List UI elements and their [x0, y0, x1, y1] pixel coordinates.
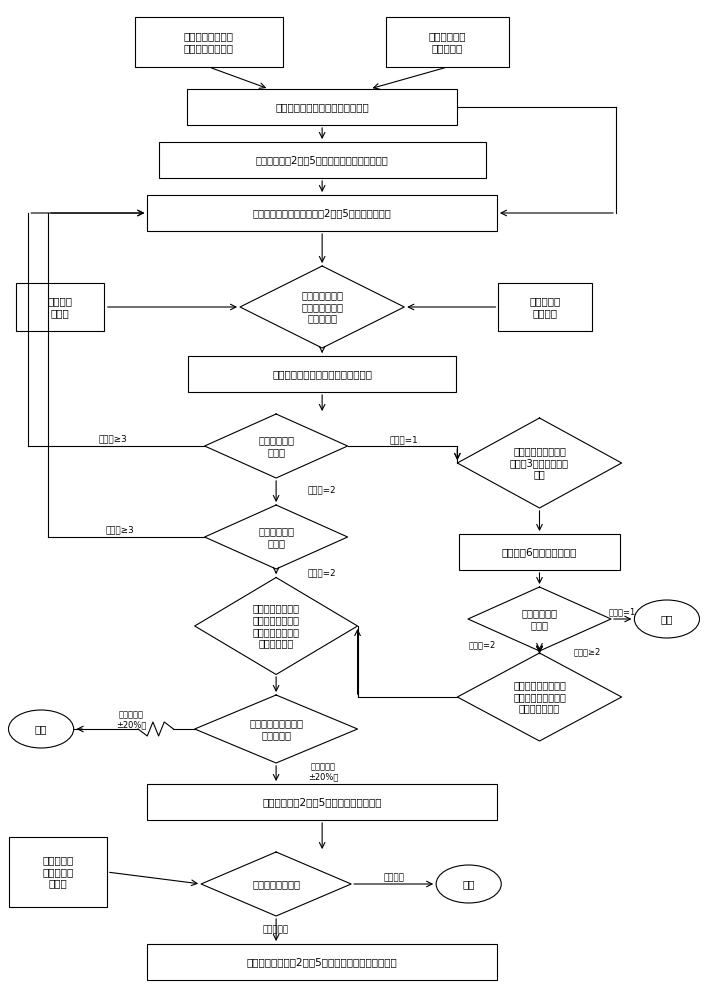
Text: 公路卡口记录长途
客运车辆通行信息: 公路卡口记录长途 客运车辆通行信息 — [184, 31, 234, 53]
Text: 分别根据通行记录
和网络分析路径求
解计算两卡口监控
点之间的距离: 分别根据通行记录 和网络分析路径求 解计算两卡口监控 点之间的距离 — [253, 604, 299, 648]
Bar — [147, 195, 497, 231]
Text: 空间叠加相交分
析获取在高速公
路上的卡口: 空间叠加相交分 析获取在高速公 路上的卡口 — [301, 290, 343, 324]
Ellipse shape — [436, 865, 501, 903]
Text: 路网地理
数据库: 路网地理 数据库 — [47, 296, 73, 318]
Text: 公路卡口地
理信息库: 公路卡口地 理信息库 — [530, 296, 561, 318]
Text: 卡口数=2: 卡口数=2 — [308, 486, 336, 494]
Text: 比对命中: 比对命中 — [383, 874, 404, 882]
Text: 误差范围在
±20%内: 误差范围在 ±20%内 — [308, 762, 338, 782]
Text: 统计车辆通行
卡口数: 统计车辆通行 卡口数 — [258, 435, 294, 457]
Text: 全国接驳运
输试点车辆
信息库: 全国接驳运 输试点车辆 信息库 — [42, 855, 74, 889]
Text: 比对未命中: 比对未命中 — [263, 926, 290, 934]
Text: 判定该车为在凌晨2时至5时违规行驶的长途客运车辆: 判定该车为在凌晨2时至5时违规行驶的长途客运车辆 — [247, 957, 397, 967]
Polygon shape — [457, 653, 622, 741]
Ellipse shape — [634, 600, 700, 638]
Text: 统计车辆通行
卡口数: 统计车辆通行 卡口数 — [522, 608, 557, 630]
Polygon shape — [205, 505, 348, 569]
Polygon shape — [240, 266, 404, 348]
Polygon shape — [205, 414, 348, 478]
Text: 结束: 结束 — [462, 879, 475, 889]
Text: 该车为在凌晨2时至5时违规行驶嫌疑车辆: 该车为在凌晨2时至5时违规行驶嫌疑车辆 — [263, 797, 382, 807]
Polygon shape — [201, 852, 351, 916]
Text: 生成在高速公路上的通行信息记录集: 生成在高速公路上的通行信息记录集 — [272, 369, 372, 379]
Bar — [187, 89, 457, 125]
Bar — [9, 837, 107, 907]
Text: 结束: 结束 — [661, 614, 673, 624]
Text: 结束: 结束 — [35, 724, 47, 734]
Polygon shape — [195, 578, 358, 674]
Bar — [135, 17, 283, 67]
Text: 卡口数≥3: 卡口数≥3 — [99, 434, 127, 444]
Text: 生成当日凌晨2时至5时长途客运车辆通行记录集: 生成当日凌晨2时至5时长途客运车辆通行记录集 — [256, 155, 389, 165]
Bar — [385, 17, 510, 67]
Text: 抽取生成任一车辆当日凌晨2时至5时的通行记录集: 抽取生成任一车辆当日凌晨2时至5时的通行记录集 — [253, 208, 392, 218]
Bar — [159, 142, 486, 178]
Text: 生成车辆6小时通行记录集: 生成车辆6小时通行记录集 — [502, 547, 577, 557]
Polygon shape — [195, 695, 358, 763]
Bar — [459, 534, 620, 570]
Text: 卡口数=1: 卡口数=1 — [389, 436, 418, 444]
Text: 计算行驶距离与实际
距离的误差: 计算行驶距离与实际 距离的误差 — [249, 718, 303, 740]
Bar — [147, 944, 497, 980]
Text: 记录数=2: 记录数=2 — [469, 641, 496, 650]
Text: 精确比对号牌号码: 精确比对号牌号码 — [252, 879, 300, 889]
Ellipse shape — [8, 710, 74, 748]
Bar — [147, 784, 497, 820]
Text: 生成长途客运车辆历史通行记录集: 生成长途客运车辆历史通行记录集 — [275, 102, 369, 112]
Bar — [498, 283, 592, 331]
Text: 记录数≥3: 记录数≥3 — [106, 526, 135, 534]
Text: 长途客运车辆
基本信息库: 长途客运车辆 基本信息库 — [429, 31, 466, 53]
Text: 卡口数=1: 卡口数=1 — [609, 607, 636, 616]
Text: 卡口数≥2: 卡口数≥2 — [573, 648, 600, 656]
Bar — [188, 356, 456, 392]
Text: 记录数=2: 记录数=2 — [308, 568, 336, 578]
Text: 在记录集中选取该卡
口及其前后顺序任一
卡口的通行记录: 在记录集中选取该卡 口及其前后顺序任一 卡口的通行记录 — [513, 680, 566, 714]
Bar — [16, 283, 105, 331]
Text: 误差范围在
±20%外: 误差范围在 ±20%外 — [116, 710, 146, 730]
Text: 统计车辆通行
记录数: 统计车辆通行 记录数 — [258, 526, 294, 548]
Text: 查询车辆通过卡口时
间前后3小时内的通行
记录: 查询车辆通过卡口时 间前后3小时内的通行 记录 — [510, 446, 569, 480]
Polygon shape — [468, 587, 611, 651]
Polygon shape — [457, 418, 622, 508]
